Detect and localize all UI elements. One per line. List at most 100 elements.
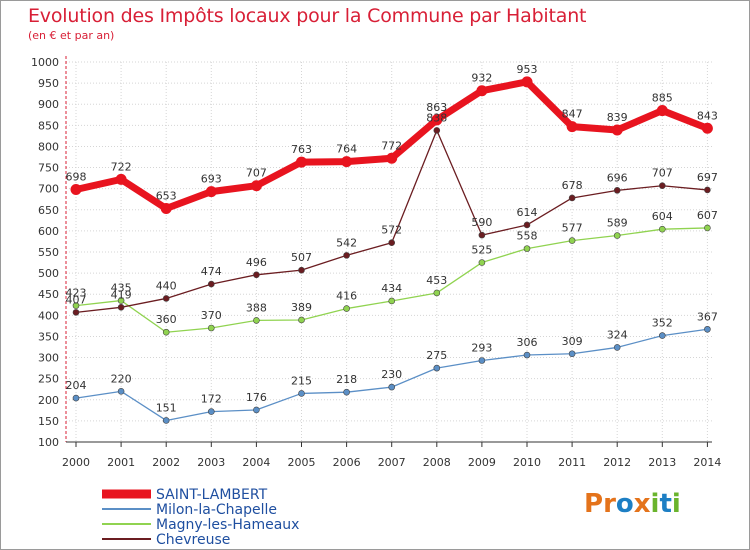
x-tick-label: 2006	[333, 456, 361, 469]
data-label-chevreuse: 542	[336, 236, 357, 249]
data-point-milon-la-chapelle	[117, 388, 125, 395]
data-point-milon-la-chapelle	[298, 390, 305, 397]
data-point-magny-les-hameaux	[433, 289, 441, 297]
logo-letter: o	[615, 489, 634, 519]
data-point-saint-lambert	[250, 180, 262, 192]
legend-label-saint-lambert: SAINT-LAMBERT	[156, 487, 268, 503]
data-label-milon-la-chapelle: 324	[607, 328, 628, 341]
data-label-milon-la-chapelle: 275	[426, 349, 447, 362]
data-point-magny-les-hameaux	[208, 324, 215, 332]
data-point-milon-la-chapelle	[72, 394, 80, 402]
chart-title: Evolution des Impôts locaux pour la Comm…	[28, 5, 587, 27]
data-label-chevreuse: 496	[246, 256, 267, 269]
data-point-magny-les-hameaux	[343, 305, 350, 312]
data-point-saint-lambert	[70, 184, 82, 196]
x-tick-label: 2000	[62, 456, 90, 469]
y-tick-label: 600	[38, 225, 59, 238]
data-point-chevreuse	[568, 194, 576, 202]
data-point-milon-la-chapelle	[162, 417, 170, 424]
data-point-saint-lambert	[341, 156, 353, 168]
data-point-magny-les-hameaux	[478, 259, 486, 266]
data-point-chevreuse	[613, 187, 621, 194]
data-label-magny-les-hameaux: 434	[381, 282, 402, 295]
data-label-chevreuse: 614	[517, 206, 538, 219]
data-label-saint-lambert: 839	[607, 111, 628, 124]
data-label-milon-la-chapelle: 367	[697, 310, 718, 323]
data-label-saint-lambert: 763	[291, 143, 312, 156]
logo-letter: P	[584, 489, 604, 519]
y-tick-label: 900	[38, 98, 59, 111]
series-layer	[70, 76, 713, 424]
data-point-chevreuse	[388, 239, 396, 247]
data-label-magny-les-hameaux: 589	[607, 217, 628, 230]
proxiti-logo: Proxiti	[584, 489, 681, 519]
x-tick-label: 2001	[107, 456, 135, 469]
data-point-milon-la-chapelle	[388, 383, 396, 391]
data-point-saint-lambert	[701, 122, 713, 134]
x-tick-label: 2002	[152, 456, 180, 469]
y-tick-label: 700	[38, 183, 59, 196]
data-label-magny-les-hameaux: 370	[201, 309, 222, 322]
data-point-milon-la-chapelle	[658, 332, 666, 339]
data-point-saint-lambert	[296, 156, 307, 168]
data-point-milon-la-chapelle	[523, 351, 531, 359]
y-tick-label: 450	[38, 288, 59, 301]
data-label-milon-la-chapelle: 215	[291, 374, 312, 387]
data-point-saint-lambert	[476, 85, 488, 97]
data-point-milon-la-chapelle	[253, 406, 260, 414]
data-label-chevreuse: 440	[156, 279, 177, 292]
data-point-chevreuse	[343, 252, 350, 259]
data-label-milon-la-chapelle: 306	[517, 336, 538, 349]
legend: SAINT-LAMBERTMilon-la-ChapelleMagny-les-…	[102, 487, 299, 548]
x-tick-label: 2009	[468, 456, 496, 469]
data-label-magny-les-hameaux: 423	[66, 287, 87, 300]
data-point-magny-les-hameaux	[523, 245, 531, 252]
chart-subtitle: (en € et par an)	[28, 29, 115, 42]
data-label-milon-la-chapelle: 218	[336, 373, 357, 386]
data-point-saint-lambert	[521, 76, 533, 88]
x-tick-label: 2012	[603, 456, 631, 469]
data-label-magny-les-hameaux: 604	[652, 210, 673, 223]
y-tick-label: 100	[38, 436, 59, 449]
data-point-saint-lambert	[386, 152, 398, 164]
data-point-chevreuse	[298, 266, 305, 274]
data-label-saint-lambert: 707	[246, 167, 267, 180]
data-label-chevreuse: 707	[652, 167, 673, 180]
data-label-chevreuse: 838	[426, 111, 447, 124]
data-label-saint-lambert: 932	[471, 72, 492, 85]
data-point-chevreuse	[117, 304, 125, 311]
data-point-saint-lambert	[611, 124, 623, 136]
data-label-saint-lambert: 764	[336, 143, 357, 156]
legend-label-chevreuse: Chevreuse	[156, 532, 230, 548]
y-tick-label: 350	[38, 330, 59, 343]
data-label-saint-lambert: 863	[426, 101, 447, 114]
data-label-magny-les-hameaux: 577	[562, 222, 583, 235]
x-tick-label: 2013	[648, 456, 676, 469]
data-point-magny-les-hameaux	[298, 316, 305, 324]
data-point-magny-les-hameaux	[162, 328, 170, 336]
data-label-saint-lambert: 722	[111, 160, 132, 173]
data-label-saint-lambert: 953	[517, 63, 538, 76]
data-point-magny-les-hameaux	[72, 302, 80, 309]
data-label-milon-la-chapelle: 352	[652, 317, 673, 330]
y-tick-label: 750	[38, 162, 59, 175]
data-label-magny-les-hameaux: 453	[426, 274, 447, 287]
data-label-milon-la-chapelle: 151	[156, 401, 177, 414]
data-label-milon-la-chapelle: 176	[246, 391, 267, 404]
data-label-magny-les-hameaux: 525	[471, 244, 492, 257]
data-point-saint-lambert	[205, 186, 217, 198]
data-point-magny-les-hameaux	[253, 317, 260, 324]
data-label-chevreuse: 407	[66, 293, 87, 306]
y-tick-label: 850	[38, 119, 59, 132]
data-point-saint-lambert	[431, 114, 443, 126]
data-point-magny-les-hameaux	[568, 237, 576, 244]
data-label-saint-lambert: 847	[562, 108, 583, 121]
data-label-milon-la-chapelle: 204	[66, 379, 87, 392]
x-tick-label: 2014	[693, 456, 721, 469]
x-tick-label: 2008	[423, 456, 451, 469]
data-label-saint-lambert: 843	[697, 109, 718, 122]
data-label-chevreuse: 419	[111, 288, 132, 301]
data-point-milon-la-chapelle	[478, 357, 486, 364]
data-label-magny-les-hameaux: 388	[246, 301, 267, 314]
